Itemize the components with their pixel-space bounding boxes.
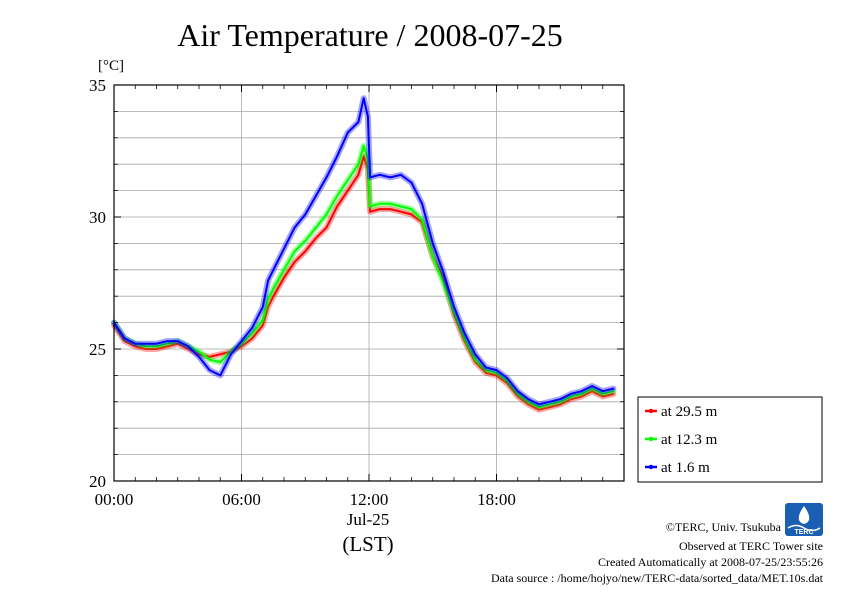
logo-text: TERC — [794, 529, 813, 536]
x-tick-label: 00:00 — [95, 490, 134, 509]
footer-site: Observed at TERC Tower site — [679, 539, 823, 553]
series-lines — [111, 95, 617, 413]
axes: 20 25 30 35 00:00 06:00 12:00 18:00 — [89, 76, 624, 509]
legend-box — [637, 396, 823, 483]
legend-marker — [648, 408, 654, 414]
chart-title: Air Temperature / 2008-07-25 — [177, 17, 563, 53]
legend-label: at 12.3 m — [661, 432, 718, 448]
series-halo-0 — [111, 153, 617, 413]
legend-label: at 29.5 m — [661, 404, 718, 420]
legend-marker — [648, 436, 654, 442]
y-axis-unit-label: [°C] — [98, 58, 124, 74]
series-halo-1 — [111, 142, 617, 411]
y-tick-label: 35 — [89, 76, 106, 95]
legend-marker — [648, 464, 654, 470]
drop-icon — [798, 506, 810, 524]
legend-label: at 1.6 m — [661, 460, 710, 476]
footer-source: Data source : /home/hojyo/new/TERC-data/… — [491, 571, 824, 585]
x-tick-label: 18:00 — [477, 490, 516, 509]
y-tick-label: 20 — [89, 472, 106, 491]
terc-logo: TERC — [785, 503, 823, 536]
y-tick-label: 25 — [89, 340, 106, 359]
legend: at 29.5 m at 12.3 m at 1.6 m — [637, 396, 823, 483]
series-line-1 — [113, 144, 615, 409]
series-line-2 — [113, 97, 615, 406]
x-tick-label: 12:00 — [350, 490, 389, 509]
footer-created: Created Automatically at 2008-07-25/23:5… — [598, 555, 823, 569]
footer-copyright: ©TERC, Univ. Tsukuba — [666, 520, 782, 534]
x-tick-label: 06:00 — [222, 490, 261, 509]
series-line-0 — [113, 155, 615, 411]
y-tick-label: 30 — [89, 208, 106, 227]
x-axis-date-label: Jul-25 — [347, 510, 390, 529]
x-axis-label: (LST) — [342, 532, 393, 556]
wave-icon — [787, 524, 821, 532]
